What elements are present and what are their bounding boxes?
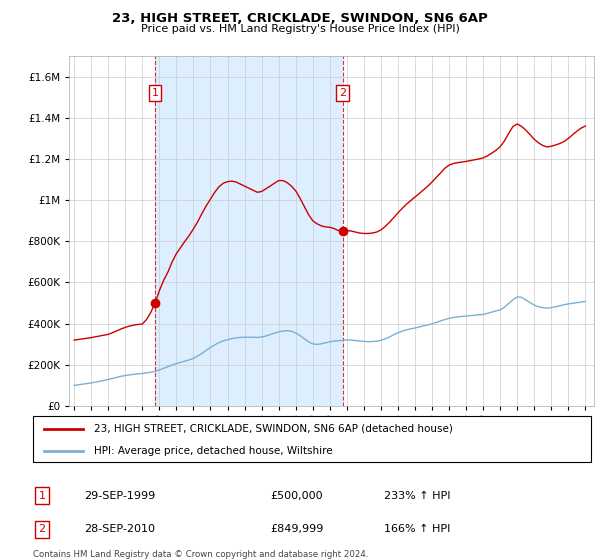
- Text: 1: 1: [38, 491, 46, 501]
- Text: 23, HIGH STREET, CRICKLADE, SWINDON, SN6 6AP: 23, HIGH STREET, CRICKLADE, SWINDON, SN6…: [112, 12, 488, 25]
- Text: 2: 2: [339, 88, 346, 98]
- Text: 29-SEP-1999: 29-SEP-1999: [84, 491, 155, 501]
- Text: £500,000: £500,000: [270, 491, 323, 501]
- Text: 2: 2: [38, 524, 46, 534]
- Text: HPI: Average price, detached house, Wiltshire: HPI: Average price, detached house, Wilt…: [94, 446, 333, 455]
- Text: Contains HM Land Registry data © Crown copyright and database right 2024.
This d: Contains HM Land Registry data © Crown c…: [33, 550, 368, 560]
- Text: 28-SEP-2010: 28-SEP-2010: [84, 524, 155, 534]
- Text: Price paid vs. HM Land Registry's House Price Index (HPI): Price paid vs. HM Land Registry's House …: [140, 24, 460, 34]
- Text: 233% ↑ HPI: 233% ↑ HPI: [384, 491, 451, 501]
- Text: 1: 1: [152, 88, 158, 98]
- Text: £849,999: £849,999: [270, 524, 323, 534]
- Text: 23, HIGH STREET, CRICKLADE, SWINDON, SN6 6AP (detached house): 23, HIGH STREET, CRICKLADE, SWINDON, SN6…: [94, 424, 453, 434]
- Text: 166% ↑ HPI: 166% ↑ HPI: [384, 524, 451, 534]
- Bar: [155, 56, 343, 406]
